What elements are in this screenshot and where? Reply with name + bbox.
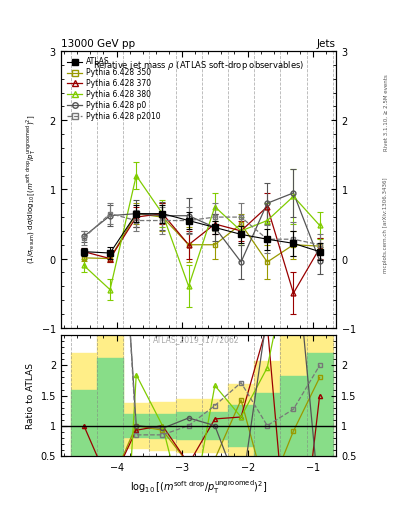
Text: mcplots.cern.ch [arXiv:1306.3436]: mcplots.cern.ch [arXiv:1306.3436] <box>383 178 388 273</box>
Text: 13000 GeV pp: 13000 GeV pp <box>61 39 135 49</box>
Legend: ATLAS, Pythia 6.428 350, Pythia 6.428 370, Pythia 6.428 380, Pythia 6.428 p0, Py: ATLAS, Pythia 6.428 350, Pythia 6.428 37… <box>65 55 163 123</box>
Text: Rivet 3.1.10, ≥ 2.5M events: Rivet 3.1.10, ≥ 2.5M events <box>383 74 388 151</box>
X-axis label: $\log_{10}[(m^{\rm soft\ drop}/p_{\rm T}^{\rm ungroomed})^2]$: $\log_{10}[(m^{\rm soft\ drop}/p_{\rm T}… <box>130 478 267 496</box>
Text: ATLAS_2019_I1772062: ATLAS_2019_I1772062 <box>153 335 240 345</box>
Text: Relative jet mass $\rho$ (ATLAS soft-drop observables): Relative jet mass $\rho$ (ATLAS soft-dro… <box>93 59 304 73</box>
Y-axis label: Ratio to ATLAS: Ratio to ATLAS <box>26 362 35 429</box>
Text: Jets: Jets <box>317 39 336 49</box>
Y-axis label: $(1/\sigma_{\rm resum})\ {\rm d}\sigma/{\rm d}\log_{10}[(m^{\rm soft\ drop}/p_{\: $(1/\sigma_{\rm resum})\ {\rm d}\sigma/{… <box>24 115 38 264</box>
